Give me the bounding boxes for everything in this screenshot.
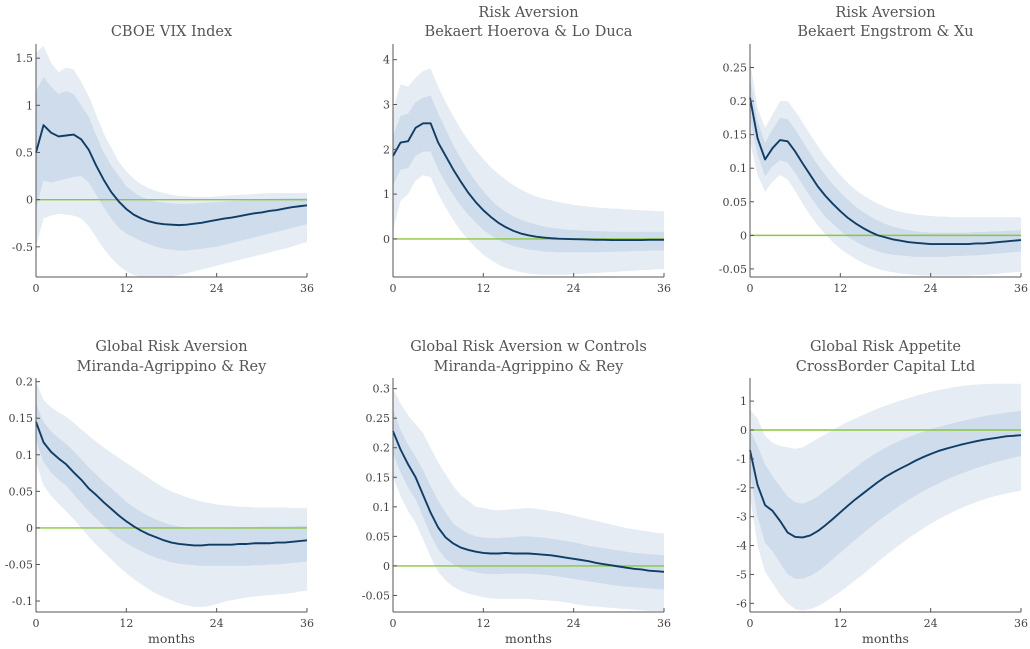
- panel-4: -0.1 -0.05 0 0.05 0.1 0.15 0.2 0 12 24 36 Global Ri…: [5, 339, 314, 646]
- panel-title: CBOE VIX Index: [111, 24, 232, 40]
- x-tick-label: 24: [210, 617, 224, 630]
- panel-title: Global Risk Aversion: [95, 339, 247, 355]
- y-tick-label: 0.2: [373, 442, 391, 455]
- x-tick-label: 0: [747, 617, 754, 630]
- y-tick-label: 0: [26, 194, 33, 207]
- x-tick-label: 12: [476, 617, 490, 630]
- y-tick-label: -0.5: [12, 241, 33, 254]
- y-tick-label: 0.05: [723, 196, 748, 209]
- y-tick-label: -0.1: [12, 595, 33, 608]
- y-tick-label: -0.05: [362, 589, 390, 602]
- y-tick-label: 0.05: [9, 485, 34, 498]
- panel-subtitle: Bekaert Hoerova & Lo Duca: [425, 24, 633, 40]
- x-tick-label: 36: [1014, 282, 1028, 295]
- x-tick-label: 36: [657, 617, 671, 630]
- y-tick-label: 0.2: [730, 95, 748, 108]
- inner-confidence-band: [750, 410, 1021, 579]
- y-tick-label: -2: [736, 482, 747, 495]
- inner-confidence-band: [36, 403, 307, 566]
- x-tick-label: 36: [300, 617, 314, 630]
- x-tick-label: 0: [390, 617, 397, 630]
- y-tick-label: 0.2: [16, 376, 34, 389]
- y-tick-label: 0.5: [16, 146, 34, 159]
- y-tick-label: 4: [383, 54, 390, 67]
- y-tick-label: 0: [26, 522, 33, 535]
- x-axis-label: months: [505, 631, 552, 646]
- panel-title: Global Risk Appetite: [810, 339, 961, 355]
- y-tick-label: 0.1: [373, 501, 391, 514]
- x-tick-label: 24: [567, 617, 581, 630]
- panel-subtitle: Miranda-Agrippino & Rey: [77, 359, 267, 375]
- y-tick-label: 0.1: [730, 162, 748, 175]
- y-tick-label: 0: [740, 424, 747, 437]
- x-tick-label: 0: [33, 617, 40, 630]
- x-tick-label: 12: [833, 282, 847, 295]
- y-tick-label: -4: [736, 540, 747, 553]
- x-tick-label: 12: [119, 282, 133, 295]
- x-tick-label: 36: [300, 282, 314, 295]
- y-tick-label: 3: [383, 98, 390, 111]
- y-tick-label: 0.25: [366, 412, 391, 425]
- panel-1: -0.5 0 0.5 1 1.5 0 12 24 36 CBOE VIX Index: [12, 24, 314, 295]
- impulse-response-line: [749, 97, 1022, 246]
- panel-6: -6 -5 -4 -3 -2 -1 0 1 0 12 24 36 Global Risk Appetit…: [736, 339, 1028, 646]
- impulse-response-line: [35, 421, 308, 547]
- inner-confidence-band: [36, 77, 307, 251]
- panel-title: Global Risk Aversion w Controls: [410, 339, 647, 355]
- x-tick-label: 24: [567, 282, 581, 295]
- impulse-response-line: [392, 430, 665, 573]
- panel-subtitle: CrossBorder Capital Ltd: [796, 359, 975, 375]
- panel-title: Risk Aversion: [835, 5, 935, 21]
- y-tick-label: -3: [736, 511, 747, 524]
- y-tick-label: -0.05: [5, 558, 33, 571]
- panel-subtitle: Miranda-Agrippino & Rey: [434, 359, 624, 375]
- y-tick-label: 0.25: [723, 62, 748, 75]
- y-tick-label: 0.3: [373, 383, 391, 396]
- x-tick-label: 12: [833, 617, 847, 630]
- y-tick-label: -6: [736, 597, 747, 610]
- y-tick-label: 1: [383, 188, 390, 201]
- y-tick-label: -5: [736, 568, 747, 581]
- outer-confidence-band: [393, 68, 664, 275]
- panel-subtitle: Bekaert Engstrom & Xu: [797, 24, 973, 40]
- x-tick-label: 0: [33, 282, 40, 295]
- x-tick-label: 36: [657, 282, 671, 295]
- x-tick-label: 12: [476, 282, 490, 295]
- impulse-response-line: [392, 122, 664, 241]
- x-tick-label: 0: [390, 282, 397, 295]
- y-tick-label: 0: [383, 233, 390, 246]
- x-tick-label: 0: [747, 282, 754, 295]
- x-tick-label: 24: [210, 282, 224, 295]
- y-tick-label: 0.05: [366, 530, 391, 543]
- y-tick-label: 0.15: [366, 471, 391, 484]
- x-axis-label: months: [862, 631, 909, 646]
- outer-confidence-band: [750, 60, 1021, 276]
- y-tick-label: 1: [26, 99, 33, 112]
- x-axis-label: months: [148, 631, 195, 646]
- impulse-response-line: [749, 434, 1022, 539]
- inner-confidence-band: [393, 95, 664, 253]
- y-tick-label: -0.05: [719, 263, 747, 276]
- impulse-response-line: [35, 124, 308, 227]
- y-tick-label: 0: [383, 560, 390, 573]
- inner-confidence-band: [393, 409, 664, 590]
- x-tick-label: 12: [119, 617, 133, 630]
- panel-title: Risk Aversion: [478, 5, 578, 21]
- x-tick-label: 24: [924, 282, 938, 295]
- y-tick-label: 0.1: [16, 449, 34, 462]
- y-tick-label: 1: [740, 395, 747, 408]
- y-tick-label: 2: [383, 143, 390, 156]
- x-tick-label: 36: [1014, 617, 1028, 630]
- y-tick-label: 1.5: [16, 52, 34, 65]
- y-tick-label: -1: [736, 453, 747, 466]
- y-tick-label: 0.15: [9, 412, 34, 425]
- panel-5: -0.05 0 0.05 0.1 0.15 0.2 0.25 0.3 0 12 24 36 Global…: [362, 339, 671, 646]
- y-tick-label: 0: [740, 229, 747, 242]
- y-tick-label: 0.15: [723, 129, 748, 142]
- x-tick-label: 24: [924, 617, 938, 630]
